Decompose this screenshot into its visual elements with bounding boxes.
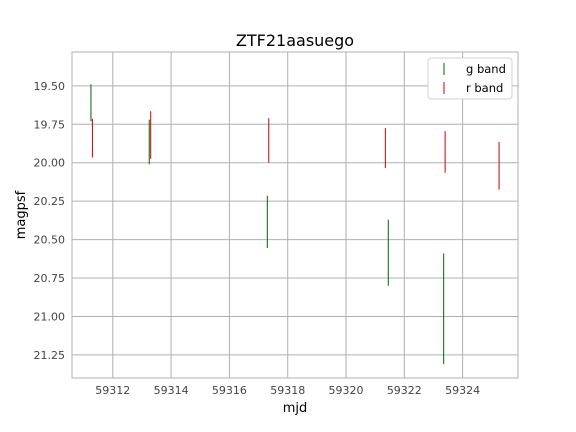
series-g-band: [90, 84, 445, 365]
x-tick-label: 59322: [387, 384, 422, 397]
y-tick-label: 21.25: [34, 349, 66, 362]
plot-frame: [71, 51, 519, 379]
x-tick-label: 59314: [154, 384, 189, 397]
y-tick-label: 21.00: [34, 310, 66, 323]
grid-lines: [72, 52, 518, 378]
x-tick-label: 59320: [329, 384, 364, 397]
legend-box: [427, 57, 513, 100]
x-axis-label: mjd: [283, 401, 308, 416]
legend-label-r-band: r band: [466, 81, 503, 95]
series-layer: [90, 84, 500, 365]
y-tick-label: 20.75: [34, 272, 66, 285]
y-tick-label: 19.75: [34, 118, 66, 131]
y-tick-label: 19.50: [34, 80, 66, 93]
y-tick-label: 20.50: [34, 234, 66, 247]
legend: g band r band: [427, 57, 513, 100]
y-axis-label: magpsf: [14, 190, 29, 239]
y-tick-label: 20.25: [34, 195, 66, 208]
tick-labels: 59312 59314 59316 59318 59320 59322 59324 19.50…: [34, 80, 481, 397]
legend-label-g-band: g band: [466, 62, 506, 76]
x-tick-label: 59318: [270, 384, 305, 397]
x-tick-label: 59312: [95, 384, 130, 397]
x-tick-label: 59316: [212, 384, 247, 397]
chart-title: ZTF21aasuego: [236, 31, 354, 50]
series-r-band: [91, 111, 500, 190]
x-tick-label: 59324: [445, 384, 480, 397]
y-tick-label: 20.00: [34, 157, 66, 170]
